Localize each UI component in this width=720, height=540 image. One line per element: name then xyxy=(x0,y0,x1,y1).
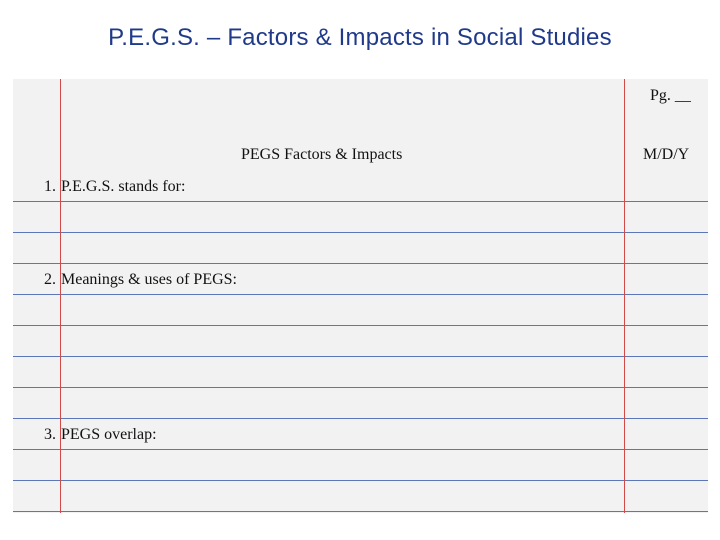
notes-header: Pg. __ PEGS Factors & Impacts M/D/Y xyxy=(13,79,708,171)
ruled-line xyxy=(13,357,708,388)
ruled-line xyxy=(13,450,708,481)
list-item: 3. PEGS overlap: xyxy=(13,426,613,444)
page-number-label: Pg. __ xyxy=(650,87,691,104)
date-label: M/D/Y xyxy=(643,146,690,163)
item-number: 2. xyxy=(44,271,56,288)
notebook-page: Pg. __ PEGS Factors & Impacts M/D/Y 1. P.… xyxy=(13,79,708,513)
notes-title: PEGS Factors & Impacts xyxy=(241,146,403,163)
right-margin-line xyxy=(624,79,625,513)
item-text: Meanings & uses of PEGS: xyxy=(61,271,237,288)
ruled-line xyxy=(13,171,708,202)
ruled-line xyxy=(13,388,708,419)
ruled-line xyxy=(13,419,708,450)
list-item: 1. P.E.G.S. stands for: xyxy=(13,178,613,196)
ruled-line xyxy=(13,481,708,512)
item-number: 3. xyxy=(44,426,56,443)
item-text: P.E.G.S. stands for: xyxy=(61,178,186,195)
ruled-line xyxy=(13,202,708,233)
item-number: 1. xyxy=(44,178,56,195)
slide-title: P.E.G.S. – Factors & Impacts in Social S… xyxy=(108,24,612,51)
item-text: PEGS overlap: xyxy=(61,426,157,443)
list-item: 2. Meanings & uses of PEGS: xyxy=(13,271,613,289)
left-margin-line xyxy=(60,79,61,513)
ruled-line xyxy=(13,326,708,357)
ruled-line xyxy=(13,264,708,295)
ruled-line xyxy=(13,295,708,326)
ruled-line xyxy=(13,233,708,264)
